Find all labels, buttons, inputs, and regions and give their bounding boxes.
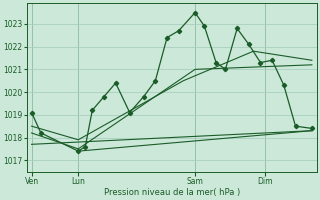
X-axis label: Pression niveau de la mer( hPa ): Pression niveau de la mer( hPa ) [104,188,240,197]
